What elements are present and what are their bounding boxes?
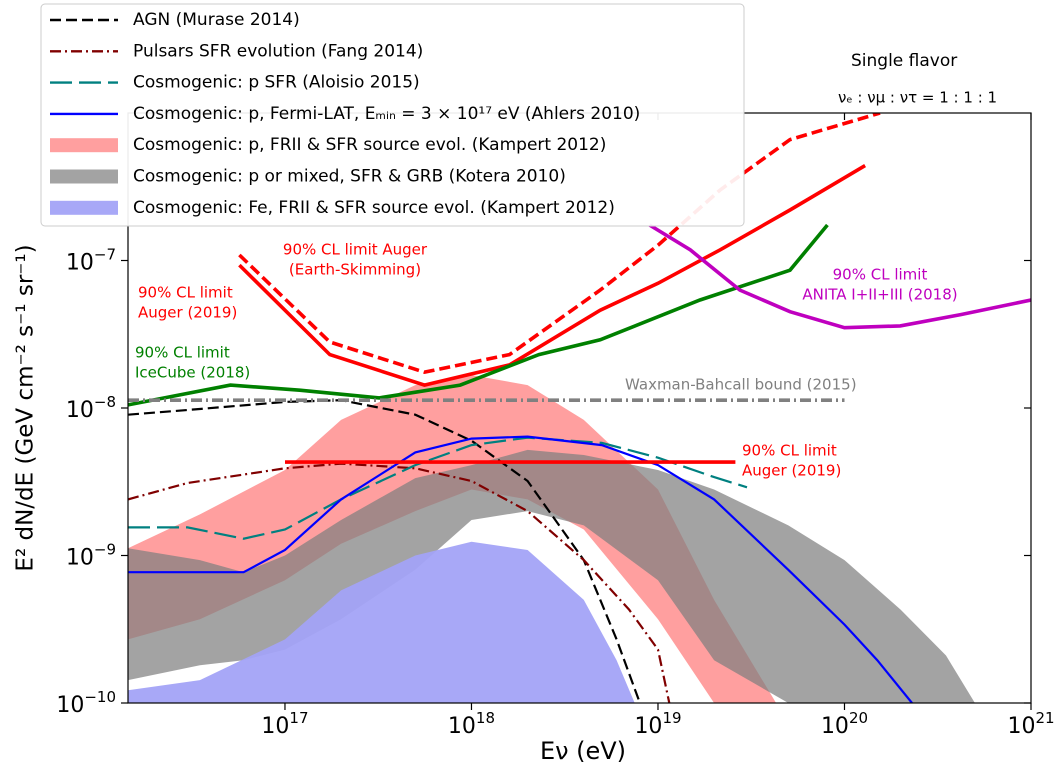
annotation: 90% CL limit: [833, 266, 928, 284]
line: [128, 223, 829, 407]
legend-frame: [40, 3, 745, 227]
legend-label: Cosmogenic: p or mixed, SFR & GRB (Koter…: [133, 167, 566, 187]
band: [128, 541, 635, 703]
x-tick-label: 1018: [448, 709, 495, 739]
y-tick-label: 10−9: [66, 541, 116, 571]
line: [128, 435, 913, 703]
line: [238, 113, 881, 375]
annotation: 90% CL limit: [135, 344, 230, 362]
annotation: 90% CL limit Auger: [283, 241, 428, 259]
x-tick-label: 1019: [634, 709, 681, 739]
line: [648, 223, 1031, 330]
y-tick-label: 10−10: [56, 688, 116, 718]
band: [128, 375, 777, 703]
annotation: Auger (2019): [742, 462, 841, 480]
x-tick-label: 1020: [821, 709, 868, 739]
line: [128, 462, 671, 703]
legend-label: Cosmogenic: p SFR (Aloisio 2015): [133, 73, 420, 93]
annotation: 90% CL limit: [742, 442, 837, 460]
line: [128, 399, 641, 703]
annotation: (Earth-Skimming): [289, 261, 421, 279]
legend-label: Cosmogenic: Fe, FRII & SFR source evol. …: [133, 198, 615, 218]
legend-label: Cosmogenic: p, FRII & SFR source evol. (…: [133, 135, 606, 155]
legend-handle: [50, 169, 118, 184]
legend: AGN (Murase 2014) Pulsars SFR evolution (…: [40, 3, 745, 227]
y-tick-label: 10−7: [66, 246, 116, 276]
line: [238, 164, 867, 387]
x-axis-label: Eν (eV): [540, 737, 626, 765]
plot-area: [128, 113, 1031, 703]
legend-label: Pulsars SFR evolution (Fang 2014): [133, 41, 423, 61]
band: [128, 449, 975, 703]
y-tick-label: 10−8: [66, 393, 116, 423]
annotation: ANITA I+II+III (2018): [802, 286, 957, 304]
annotation: IceCube (2018): [135, 364, 250, 382]
annotation: Single flavor: [851, 51, 957, 71]
x-tick-label: 1021: [1007, 709, 1054, 739]
y-axis-label: E² dN/dE (GeV cm⁻² s⁻¹ sr⁻¹): [13, 244, 39, 571]
legend-label: AGN (Murase 2014): [133, 10, 300, 30]
legend-handle: [50, 138, 118, 153]
annotation: 90% CL limit: [138, 284, 233, 302]
legend-label: Cosmogenic: p, Fermi-LAT, Eₘᵢₙ = 3 × 10¹…: [133, 104, 640, 124]
x-tick-label: 1017: [261, 709, 308, 739]
legend-handle: [50, 200, 118, 215]
annotation: Auger (2019): [138, 304, 237, 322]
annotation: νₑ : νμ : ντ = 1 : 1 : 1: [838, 89, 997, 107]
annotation: Waxman-Bahcall bound (2015): [625, 376, 857, 394]
